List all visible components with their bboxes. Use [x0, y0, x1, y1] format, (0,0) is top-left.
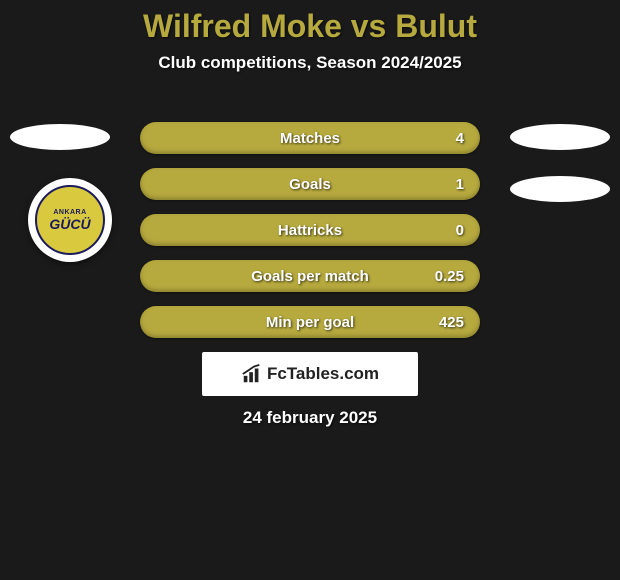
- stat-bars: Matches 4 Goals 1 Hattricks 0 Goals per …: [140, 122, 480, 352]
- stat-bar-hattricks: Hattricks 0: [140, 214, 480, 246]
- comparison-title: Wilfred Moke vs Bulut: [0, 0, 620, 45]
- stat-value: 425: [439, 314, 464, 331]
- stat-value: 1: [456, 176, 464, 193]
- badge-main-text: GÜCÜ: [49, 216, 90, 232]
- stat-label: Matches: [280, 130, 340, 147]
- stat-label: Goals per match: [251, 268, 369, 285]
- stat-bar-matches: Matches 4: [140, 122, 480, 154]
- stat-bar-goals: Goals 1: [140, 168, 480, 200]
- stat-value: 0.25: [435, 268, 464, 285]
- brand-text: FcTables.com: [267, 364, 379, 384]
- club-badge-inner: ANKARA GÜCÜ: [35, 185, 105, 255]
- stat-value: 0: [456, 222, 464, 239]
- stat-label: Hattricks: [278, 222, 342, 239]
- right-player-oval-2: [510, 176, 610, 202]
- club-badge: ANKARA GÜCÜ: [28, 178, 112, 262]
- right-player-oval-1: [510, 124, 610, 150]
- stat-bar-min-per-goal: Min per goal 425: [140, 306, 480, 338]
- stat-value: 4: [456, 130, 464, 147]
- stat-bar-goals-per-match: Goals per match 0.25: [140, 260, 480, 292]
- stat-label: Min per goal: [266, 314, 354, 331]
- comparison-subtitle: Club competitions, Season 2024/2025: [0, 53, 620, 73]
- left-player-oval: [10, 124, 110, 150]
- brand-watermark: FcTables.com: [202, 352, 418, 396]
- bar-chart-icon: [241, 363, 263, 385]
- badge-top-text: ANKARA: [53, 209, 86, 216]
- date-label: 24 february 2025: [0, 408, 620, 428]
- stat-label: Goals: [289, 176, 331, 193]
